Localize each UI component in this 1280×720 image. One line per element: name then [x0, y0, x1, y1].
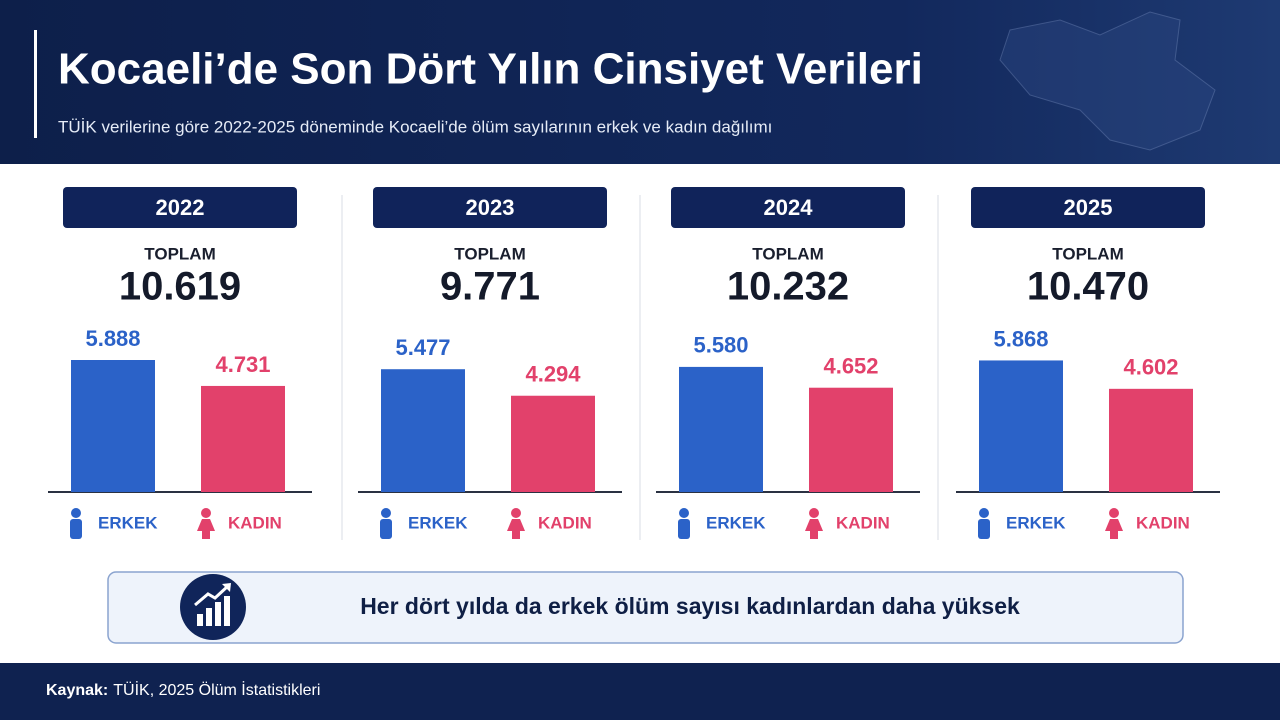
- icon-head: [71, 508, 81, 518]
- note-box: [107, 571, 1184, 644]
- category-label: ERKEK: [1006, 513, 1066, 532]
- total-caption: TOPLAM: [752, 244, 823, 263]
- source-label: Kaynak:: [46, 682, 108, 699]
- category-label: KADIN: [1136, 513, 1190, 532]
- value-label: 5.477: [395, 335, 450, 360]
- bar: [979, 360, 1063, 492]
- note: Her dört yılda da erkek ölüm sayısı kadı…: [360, 593, 1020, 619]
- year-box: [63, 187, 297, 228]
- value-label: 4.602: [1123, 355, 1178, 380]
- bar: [679, 366, 763, 492]
- total: 9.771: [440, 265, 540, 309]
- icon-body: [1105, 519, 1123, 539]
- icon-body: [507, 519, 525, 539]
- year: 2023: [466, 195, 515, 220]
- total: 10.232: [727, 265, 849, 309]
- bar: [511, 395, 595, 492]
- bar: [809, 387, 893, 492]
- icon-head: [201, 508, 211, 518]
- bar: [381, 369, 465, 492]
- icon-body: [678, 519, 690, 539]
- icon-head: [979, 508, 989, 518]
- icon-head: [679, 508, 689, 518]
- icon-head: [511, 508, 521, 518]
- category-label: KADIN: [538, 513, 592, 532]
- panels: 2022 TOPLAM 10.619 5.888 ERKEK 4.731 KADIN 2023…: [48, 187, 1220, 539]
- icon-body: [70, 519, 82, 539]
- note-icon-bars: [194, 583, 231, 626]
- icon-head: [809, 508, 819, 518]
- category-label: KADIN: [836, 513, 890, 532]
- category-label: ERKEK: [706, 513, 766, 532]
- icon-body: [197, 519, 215, 539]
- year: 2025: [1064, 195, 1113, 220]
- value-label: 5.888: [85, 326, 140, 351]
- note-icon: [180, 574, 246, 640]
- value-label: 4.731: [215, 352, 270, 377]
- year: 2022: [156, 195, 205, 220]
- category-label: KADIN: [228, 513, 282, 532]
- bar: [201, 385, 285, 492]
- footer-bg: [0, 663, 1280, 720]
- total-caption: TOPLAM: [1052, 244, 1123, 263]
- total: 10.470: [1027, 265, 1149, 309]
- icon-body: [380, 519, 392, 539]
- source-text: TÜİK, 2025 Ölüm İstatistikleri: [113, 680, 320, 699]
- category-label: ERKEK: [98, 513, 158, 532]
- subtitle: TÜİK verilerine göre 2022-2025 döneminde…: [58, 117, 772, 136]
- year: 2024: [764, 195, 814, 220]
- bar: [71, 360, 155, 492]
- bar: [1109, 388, 1193, 492]
- map-shape: [999, 11, 1216, 151]
- icon-body: [978, 519, 990, 539]
- title: Kocaeli’de Son Dört Yılın Cinsiyet Veril…: [58, 45, 923, 94]
- icon-head: [381, 508, 391, 518]
- value-label: 4.652: [823, 354, 878, 379]
- value-label: 5.868: [993, 326, 1048, 351]
- header-bg: [0, 0, 1280, 164]
- source: Kaynak: TÜİK, 2025 Ölüm İstatistikleri: [46, 680, 320, 699]
- year-box: [971, 187, 1205, 228]
- value-label: 4.294: [525, 362, 581, 387]
- value-label: 5.580: [693, 333, 748, 358]
- accent-line: [34, 30, 37, 138]
- year-box: [671, 187, 905, 228]
- total-caption: TOPLAM: [144, 244, 215, 263]
- total-caption: TOPLAM: [454, 244, 525, 263]
- category-label: ERKEK: [408, 513, 468, 532]
- year-box: [373, 187, 607, 228]
- total: 10.619: [119, 265, 241, 309]
- icon-body: [805, 519, 823, 539]
- icon-head: [1109, 508, 1119, 518]
